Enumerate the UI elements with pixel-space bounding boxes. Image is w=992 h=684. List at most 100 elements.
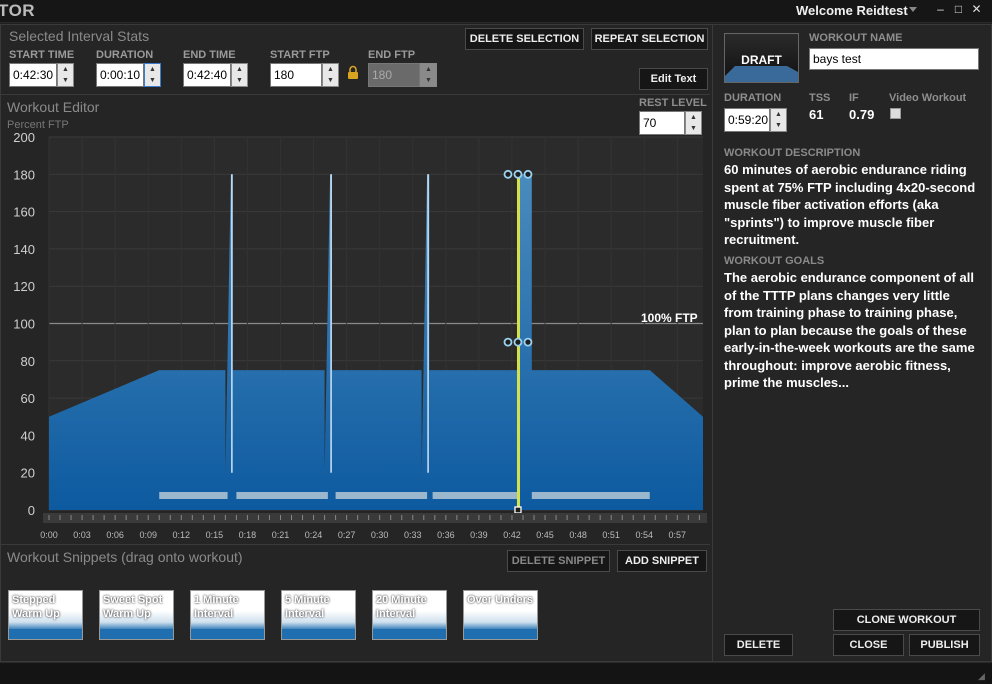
resize-grip-icon[interactable]: ◢ (978, 671, 985, 681)
add-snippet-button[interactable]: ADD SNIPPET (617, 550, 707, 572)
snippets-title: Workout Snippets (drag onto workout) (7, 549, 243, 565)
duration-detail-input[interactable]: 0:59:20 (724, 108, 770, 132)
selection-handle-dot (513, 337, 523, 347)
x-tick-label: 0:39 (470, 530, 488, 540)
chevron-down-icon[interactable] (909, 7, 917, 12)
interval-bar (432, 492, 518, 499)
editor-title: Workout Editor (7, 99, 100, 115)
goals-label: WORKOUT GOALS (724, 255, 825, 267)
end-time-input[interactable]: 0:42:40 (183, 63, 231, 87)
x-tick-label: 0:27 (338, 530, 356, 540)
snippet-preview-base (464, 629, 537, 639)
video-workout-checkbox[interactable] (890, 108, 901, 119)
snippet-preview-base (373, 629, 446, 639)
workout-name-input[interactable]: bays test (809, 48, 979, 70)
minimize-icon[interactable]: – (937, 2, 944, 16)
snippet-label: 1 Minute Interval (194, 594, 239, 620)
x-tick-label: 0:45 (536, 530, 554, 540)
editor-subtitle: Percent FTP (7, 119, 69, 131)
close-icon[interactable]: ✕ (971, 2, 982, 16)
rest-level-stepper[interactable]: ▲ ▼ (685, 111, 702, 135)
snippet-preview-base (9, 629, 82, 639)
welcome-user[interactable]: Welcome Reidtest (796, 3, 908, 18)
x-tick-label: 0:12 (173, 530, 191, 540)
y-tick-label: 120 (13, 279, 35, 294)
duration-detail-stepper[interactable]: ▲ ▼ (770, 108, 787, 132)
start-ftp-input[interactable]: 180 (270, 63, 322, 87)
x-tick-label: 0:00 (40, 530, 58, 540)
workout-area (49, 174, 703, 511)
interval-bar (236, 492, 328, 499)
snippet-tile[interactable]: Stepped Warm Up (8, 590, 83, 640)
publish-button[interactable]: PUBLISH (909, 634, 980, 656)
delete-selection-button[interactable]: DELETE SELECTION (465, 28, 584, 50)
description-label: WORKOUT DESCRIPTION (724, 147, 861, 159)
edit-text-button[interactable]: Edit Text (639, 68, 708, 90)
snippet-preview-base (191, 629, 264, 639)
ftp-line-label: 100% FTP (641, 311, 698, 325)
selection-handle-dot (523, 169, 533, 179)
delete-workout-button[interactable]: DELETE (724, 634, 793, 656)
goals-text: The aerobic endurance component of all o… (724, 270, 975, 390)
close-button[interactable]: CLOSE (833, 634, 904, 656)
x-tick-label: 0:48 (569, 530, 587, 540)
maximize-icon[interactable]: □ (954, 2, 963, 16)
y-tick-label: 100 (13, 317, 35, 332)
snippet-tile[interactable]: Sweet Spot Warm Up (99, 590, 174, 640)
snippet-label: Stepped Warm Up (12, 594, 60, 620)
x-tick-label: 0:06 (106, 530, 124, 540)
snippet-tile[interactable]: 5 Minute Interval (281, 590, 356, 640)
thumbnail-profile (725, 66, 798, 82)
end-time-stepper[interactable]: ▲ ▼ (231, 63, 248, 87)
status-bar (0, 662, 992, 684)
x-tick-label: 0:03 (73, 530, 91, 540)
clone-workout-button[interactable]: CLONE WORKOUT (833, 609, 980, 631)
y-tick-label: 160 (13, 205, 35, 220)
title-bar (0, 0, 992, 23)
duration-input[interactable]: 0:00:10 (96, 63, 144, 87)
selection-handle-dot (513, 169, 523, 179)
interval-bar (531, 492, 650, 499)
start-time-input[interactable]: 0:42:30 (9, 63, 57, 87)
start-time-label: START TIME (9, 49, 75, 61)
interval-bar (159, 492, 228, 499)
start-ftp-stepper[interactable]: ▲ ▼ (322, 63, 339, 87)
interval-stats-title: Selected Interval Stats (9, 28, 150, 44)
y-tick-label: 180 (13, 167, 35, 182)
description-text: 60 minutes of aerobic endurance riding s… (724, 162, 976, 247)
delete-snippet-button[interactable]: DELETE SNIPPET (507, 550, 610, 572)
rest-level-label: REST LEVEL (639, 97, 707, 109)
if-value: 0.79 (849, 107, 875, 122)
x-tick-label: 0:21 (272, 530, 290, 540)
y-tick-label: 60 (21, 391, 35, 406)
snippet-tile[interactable]: 20 Minute Interval (372, 590, 447, 640)
selection-handle-dot (523, 337, 533, 347)
end-time-label: END TIME (183, 49, 236, 61)
duration-stepper[interactable]: ▲ ▼ (144, 63, 161, 87)
lock-icon[interactable] (347, 65, 359, 80)
snippet-label: 5 Minute Interval (285, 594, 330, 620)
x-tick-label: 0:51 (602, 530, 620, 540)
repeat-selection-button[interactable]: REPEAT SELECTION (591, 28, 708, 50)
duration-detail-label: DURATION (724, 92, 782, 104)
snippet-label: Over Unders (467, 594, 534, 606)
divider (1, 94, 710, 95)
start-time-stepper[interactable]: ▲ ▼ (57, 63, 74, 87)
tss-value: 61 (809, 107, 824, 122)
y-tick-label: 0 (28, 503, 35, 518)
x-tick-label: 0:18 (239, 530, 257, 540)
x-tick-label: 0:42 (503, 530, 521, 540)
snippet-preview-base (100, 629, 173, 639)
divider (1, 544, 710, 545)
if-label: IF (849, 92, 859, 104)
snippet-tile[interactable]: Over Unders (463, 590, 538, 640)
video-workout-label: Video Workout (889, 92, 967, 104)
time-ruler (43, 513, 707, 523)
snippet-tile[interactable]: 1 Minute Interval (190, 590, 265, 640)
y-tick-label: 40 (21, 428, 35, 443)
end-ftp-input: 180 (368, 63, 420, 87)
rest-level-input[interactable]: 70 (639, 111, 685, 135)
selection-handle-dot (503, 337, 513, 347)
start-ftp-label: START FTP (270, 49, 330, 61)
